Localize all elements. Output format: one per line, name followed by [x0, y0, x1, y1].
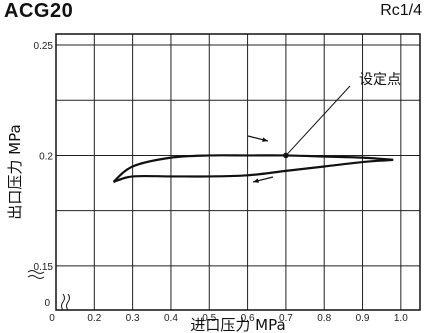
y-origin-label: 0 — [44, 298, 50, 309]
x-tick-label: 0.6 — [241, 313, 255, 324]
y-tick-label: 0.2 — [39, 151, 53, 162]
y-axis-label: 出口压力 MPa — [6, 124, 24, 219]
x-tick-label: 0.2 — [87, 313, 101, 324]
x-axis-break — [61, 293, 70, 311]
chart-title: ACG20 — [4, 0, 74, 22]
plot-frame — [55, 33, 421, 311]
y-tick-label: 0.25 — [34, 41, 54, 52]
x-tick-label: 0.7 — [279, 313, 293, 324]
set-point-leader — [287, 85, 351, 154]
x-tick-label: 0.8 — [317, 313, 331, 324]
tick-labels: 0.2 0.3 0.4 0.5 0.6 0.7 0.8 0.9 1.0 0.25 0.2 0.15 0 0 — [34, 41, 409, 324]
y-axis-break — [27, 270, 45, 279]
series-line-2 — [113, 158, 394, 183]
series-group — [112, 154, 394, 183]
set-point-marker — [283, 152, 289, 159]
port-size-label: Rc1/4 — [380, 2, 422, 19]
direction-arrows — [247, 135, 274, 183]
arrow-increasing-head — [262, 137, 268, 142]
x-tick-label: 0.4 — [164, 313, 178, 324]
x-tick-label: 0.3 — [126, 313, 140, 324]
y-tick-label: 0.15 — [34, 262, 54, 273]
x-tick-label: 1.0 — [394, 313, 408, 324]
annotation-group: 设定点 — [283, 72, 401, 159]
x-tick-label: 0.5 — [202, 313, 216, 324]
x-origin-label: 0 — [49, 313, 55, 324]
arrow-decreasing-head — [253, 178, 259, 183]
axis-break-marks — [27, 270, 70, 311]
series-line-1 — [112, 154, 394, 183]
x-axis-label: 进口压力 MPa — [190, 316, 285, 333]
set-point-label: 设定点 — [359, 72, 401, 88]
x-tick-label: 0.9 — [356, 313, 370, 324]
